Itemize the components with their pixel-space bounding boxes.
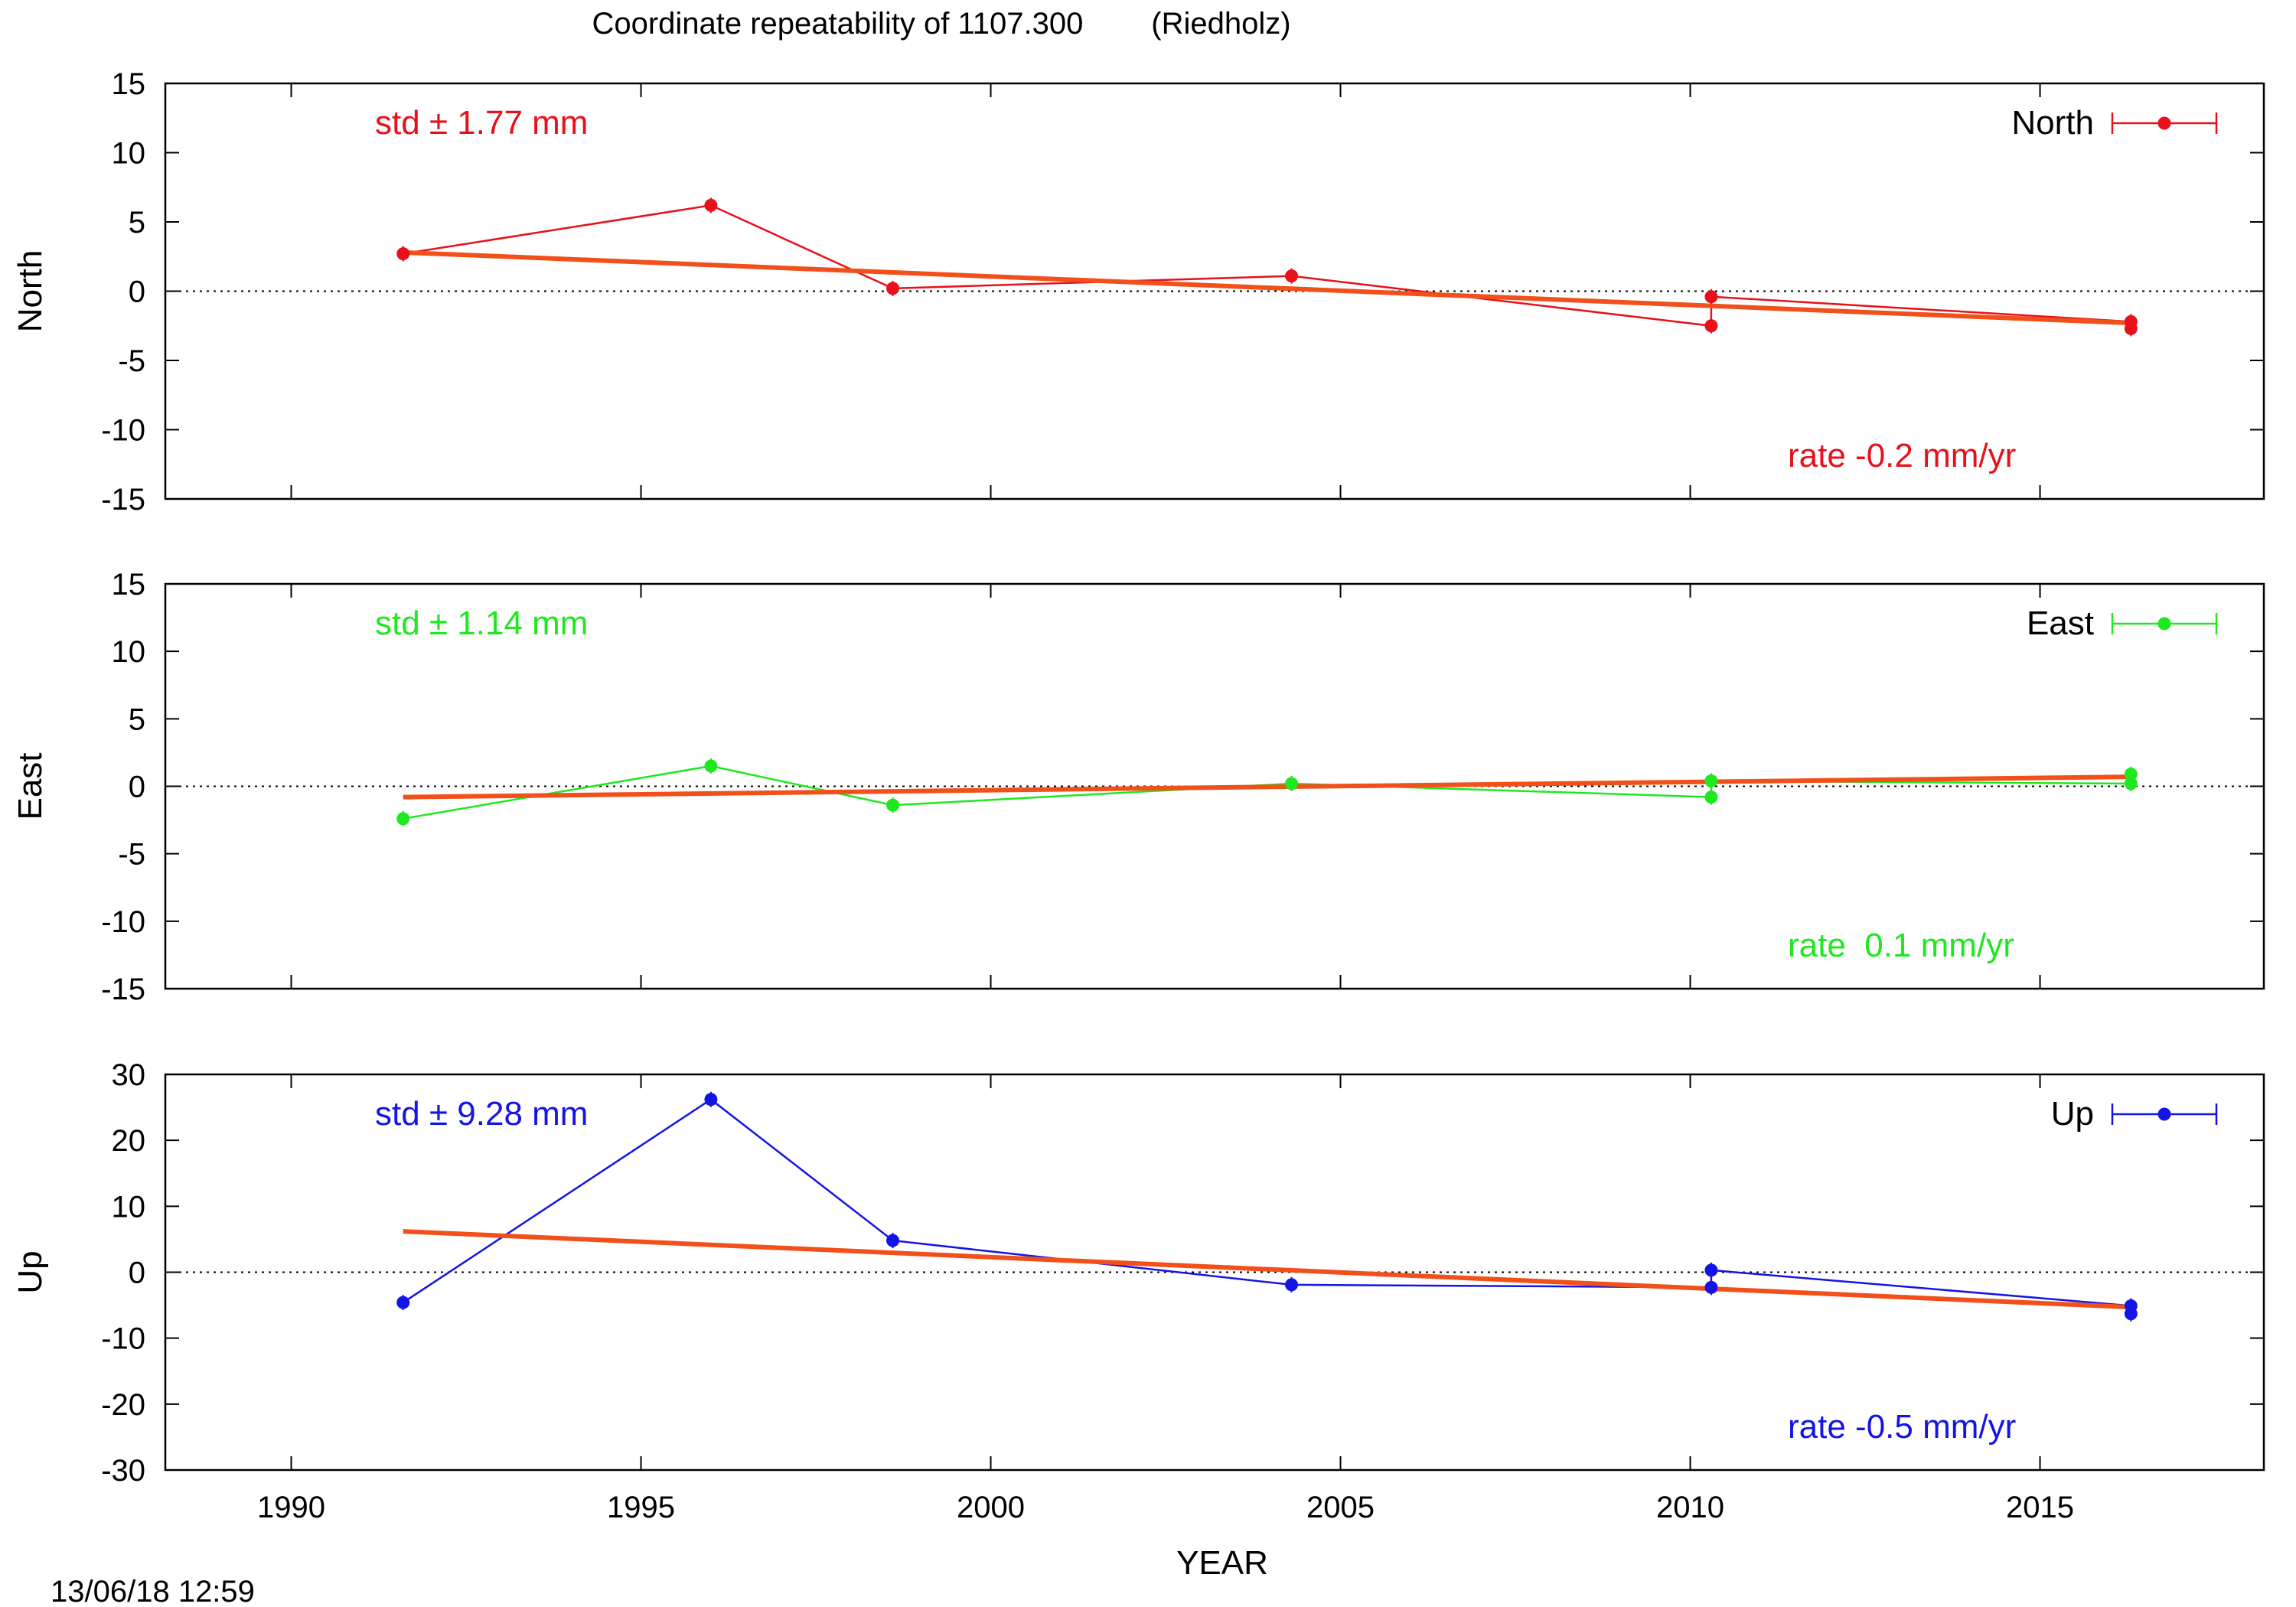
data-point bbox=[704, 759, 718, 773]
y-tick-label: 0 bbox=[129, 771, 145, 804]
data-point bbox=[1704, 790, 1718, 804]
series-line bbox=[403, 1098, 2132, 1314]
std-annotation: std ± 1.77 mm bbox=[375, 104, 588, 142]
data-point bbox=[396, 1296, 410, 1309]
y-tick-label: -10 bbox=[101, 414, 145, 448]
legend-marker bbox=[2157, 617, 2171, 631]
data-point bbox=[1704, 1263, 1718, 1277]
y-axis-label: East bbox=[11, 752, 49, 820]
std-annotation: std ± 1.14 mm bbox=[375, 605, 588, 642]
y-tick-label: -20 bbox=[101, 1388, 145, 1422]
data-point bbox=[396, 247, 410, 261]
y-axis-label: Up bbox=[11, 1250, 49, 1293]
rate-annotation: rate -0.5 mm/yr bbox=[1788, 1408, 2016, 1446]
std-annotation: std ± 9.28 mm bbox=[375, 1095, 588, 1133]
panel-north: -15 -10 -5 0 5 10 15 North std ± 1.77 mm rate -0.… bbox=[11, 67, 2265, 517]
trend-line bbox=[403, 1229, 2131, 1310]
y-tick-label: 10 bbox=[112, 137, 146, 171]
y-tick-label: 10 bbox=[112, 635, 146, 669]
data-point bbox=[1704, 290, 1718, 304]
x-tick-label: 2005 bbox=[1306, 1491, 1375, 1524]
series-line bbox=[403, 764, 2132, 820]
y-tick-label: -5 bbox=[118, 344, 145, 378]
chart-title: Coordinate repeatability of 1107.300 (Ri… bbox=[592, 7, 1290, 41]
legend-label: North bbox=[2011, 104, 2094, 142]
data-point bbox=[704, 1093, 718, 1107]
rate-annotation: rate 0.1 mm/yr bbox=[1788, 927, 2014, 964]
data-point bbox=[2124, 768, 2138, 781]
y-tick-label: 5 bbox=[129, 702, 145, 736]
data-point bbox=[2124, 777, 2138, 790]
data-point bbox=[1704, 1280, 1718, 1294]
series-line bbox=[403, 204, 2132, 329]
y-tick-label: 15 bbox=[112, 568, 146, 601]
legend-label: Up bbox=[2051, 1095, 2094, 1133]
y-tick-label: 20 bbox=[112, 1124, 146, 1158]
x-tick-label: 2010 bbox=[1656, 1491, 1724, 1524]
data-point bbox=[1285, 269, 1299, 283]
data-point bbox=[1285, 777, 1299, 790]
legend-label: East bbox=[2027, 605, 2094, 642]
y-tick-label: 15 bbox=[112, 67, 146, 101]
trend-line bbox=[403, 249, 2131, 326]
legend-marker bbox=[2157, 116, 2171, 130]
x-tick-label: 2000 bbox=[957, 1491, 1025, 1524]
y-tick-label: -30 bbox=[101, 1454, 145, 1488]
y-tick-label: -10 bbox=[101, 905, 145, 939]
y-tick-label: -15 bbox=[101, 483, 145, 517]
x-tick-label: 2015 bbox=[2006, 1491, 2074, 1524]
data-point bbox=[1704, 774, 1718, 787]
y-tick-label: -5 bbox=[118, 838, 145, 872]
y-tick-label: 0 bbox=[129, 275, 145, 309]
y-tick-label: 10 bbox=[112, 1190, 146, 1224]
data-point bbox=[396, 812, 410, 826]
data-point bbox=[2124, 1307, 2138, 1321]
data-point bbox=[2124, 321, 2138, 335]
data-point bbox=[886, 1234, 900, 1247]
data-point bbox=[1285, 1278, 1299, 1292]
y-tick-label: 30 bbox=[112, 1058, 146, 1092]
x-tick-label: 1990 bbox=[257, 1491, 325, 1524]
x-axis-label: YEAR bbox=[1176, 1544, 1268, 1582]
rate-annotation: rate -0.2 mm/yr bbox=[1788, 437, 2016, 474]
panel-up: -30 -20 -10 0 10 20 30 1990 1995 2000 2005 2010 2015… bbox=[11, 1058, 2265, 1582]
data-point bbox=[1704, 319, 1718, 333]
y-axis-label: North bbox=[11, 250, 49, 333]
trend-line bbox=[403, 774, 2131, 800]
x-tick-label: 1995 bbox=[607, 1491, 675, 1524]
plot-frame bbox=[164, 82, 2265, 500]
data-point bbox=[886, 282, 900, 295]
data-point bbox=[704, 198, 718, 212]
plot-frame bbox=[164, 582, 2265, 990]
y-tick-label: 5 bbox=[129, 206, 145, 240]
legend-marker bbox=[2157, 1107, 2171, 1121]
data-point bbox=[886, 798, 900, 812]
y-tick-label: 0 bbox=[129, 1257, 145, 1290]
timestamp: 13/06/18 12:59 bbox=[51, 1575, 255, 1607]
y-tick-label: -15 bbox=[101, 973, 145, 1006]
plot-frame bbox=[164, 1073, 2265, 1472]
panel-east: -15 -10 -5 0 5 10 15 East std ± 1.14 mm rate 0.1 … bbox=[11, 568, 2265, 1006]
y-tick-label: -10 bbox=[101, 1322, 145, 1356]
